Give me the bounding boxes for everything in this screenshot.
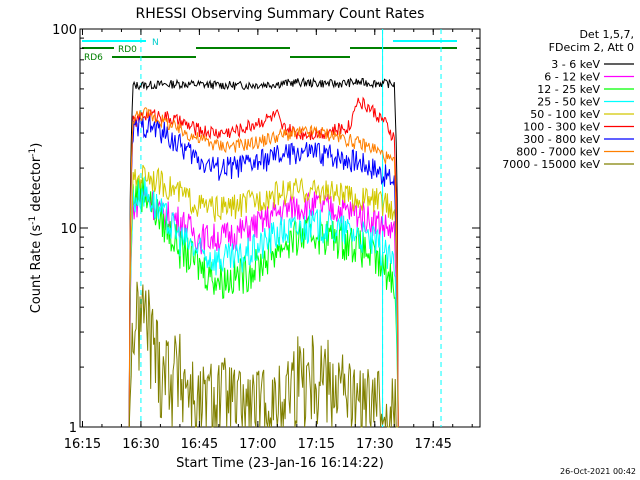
y-axis-label-end: ) bbox=[29, 143, 44, 148]
x-tick-label: 17:15 bbox=[298, 437, 335, 452]
status-flags bbox=[82, 40, 457, 58]
x-tick-label: 17:00 bbox=[239, 437, 276, 452]
series-line-4 bbox=[128, 164, 399, 428]
y-tick-label: 10 bbox=[60, 222, 77, 237]
x-axis-ticks: 16:15 16:30 16:45 17:00 17:15 17:30 17:45 bbox=[64, 29, 473, 452]
y-axis-label-main: Count Rate (s bbox=[29, 225, 44, 314]
series-line-8 bbox=[128, 281, 399, 428]
timestamp: 26-Oct-2021 00:42 bbox=[560, 467, 636, 476]
legend-label: 7000 - 15000 keV bbox=[502, 158, 600, 171]
y-tick-label: 1 bbox=[69, 421, 77, 436]
legend-label: 3 - 6 keV bbox=[551, 58, 600, 71]
y-axis-ticks: 1 10 100 bbox=[52, 23, 480, 436]
detector-info: Det 1,5,7, bbox=[579, 28, 634, 41]
y-axis-label-exp2: -1 bbox=[28, 148, 38, 157]
legend-label: 100 - 300 keV bbox=[523, 121, 600, 134]
series-line-3 bbox=[128, 176, 399, 428]
flag-label-rd6: RD6 bbox=[84, 53, 103, 63]
legend-label: 25 - 50 keV bbox=[537, 96, 600, 109]
x-tick-label: 17:45 bbox=[414, 437, 451, 452]
y-axis-label-mid: detector bbox=[29, 156, 44, 216]
legend-label: 300 - 800 keV bbox=[523, 133, 600, 146]
legend-label: 50 - 100 keV bbox=[530, 108, 600, 121]
x-tick-label: 16:45 bbox=[181, 437, 218, 452]
x-axis-label: Start Time (23-Jan-16 16:14:22) bbox=[176, 456, 384, 471]
flag-label-rd0: RD0 bbox=[118, 45, 137, 55]
series-group bbox=[128, 76, 399, 428]
flag-label-n: N bbox=[152, 38, 159, 48]
chart-title: RHESSI Observing Summary Count Rates bbox=[136, 6, 425, 22]
series-line-2 bbox=[128, 177, 399, 428]
x-tick-label: 16:30 bbox=[122, 437, 159, 452]
series-line-7 bbox=[128, 107, 399, 428]
y-axis-label: Count Rate (s-1 detector-1) bbox=[28, 143, 44, 314]
y-axis-label-exp1: -1 bbox=[28, 216, 38, 225]
legend-label: 12 - 25 keV bbox=[537, 83, 600, 96]
legend-label: 800 - 7000 keV bbox=[516, 146, 600, 159]
series-line-5 bbox=[128, 96, 399, 428]
series-line-6 bbox=[128, 116, 399, 428]
series-line-0 bbox=[128, 76, 399, 428]
x-tick-label: 17:30 bbox=[356, 437, 393, 452]
x-tick-label: 16:15 bbox=[64, 437, 101, 452]
legend-label: 6 - 12 keV bbox=[544, 71, 600, 84]
decimation-info: FDecim 2, Att 0 bbox=[549, 41, 634, 54]
y-tick-label: 100 bbox=[52, 23, 77, 38]
